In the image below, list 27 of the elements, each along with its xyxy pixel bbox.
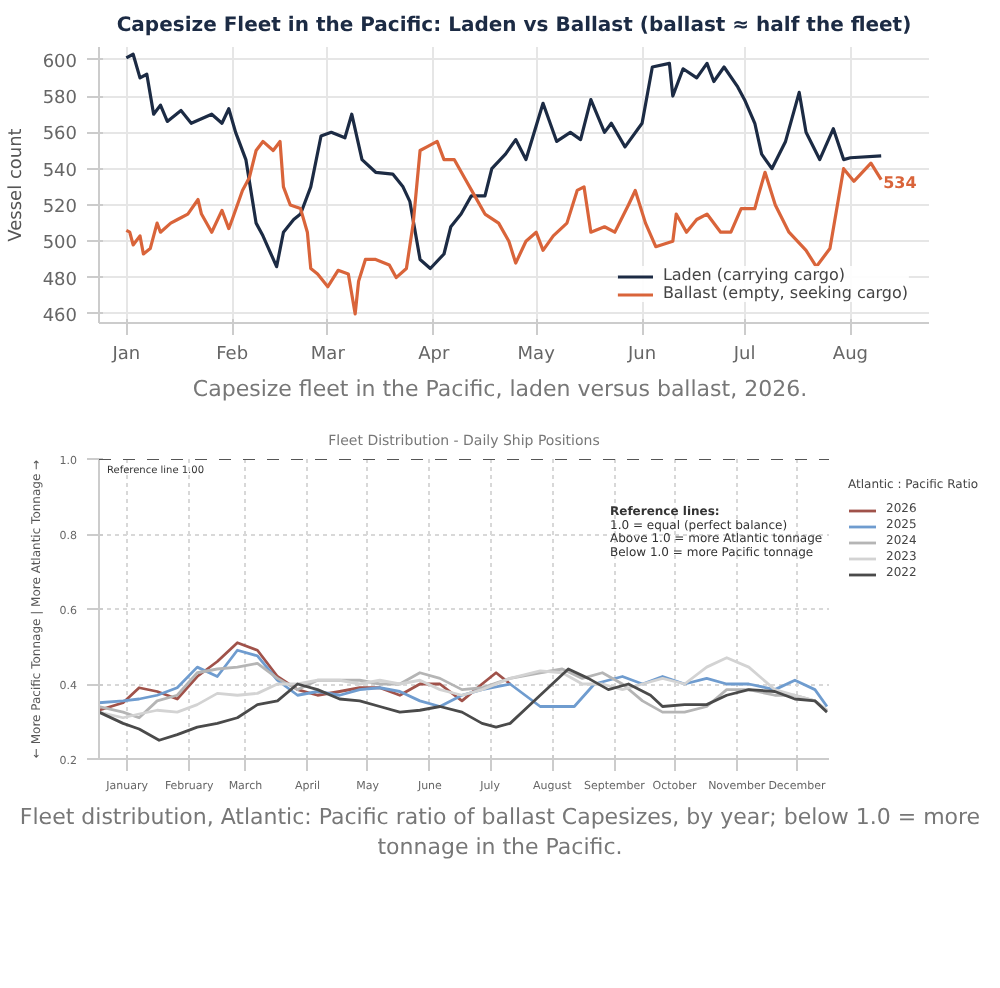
chart-title: Capesize Fleet in the Pacific: Laden vs Ballast (ballast ≈ half the fleet) — [116, 15, 912, 37]
text: Capesize fleet in the Pacific, laden versus ballast, 2026. — [192, 374, 808, 406]
y-tick-label: 560 — [42, 125, 78, 146]
legend-label: Ballast (empty, seeking cargo) — [662, 284, 908, 302]
text: Fleet distribution, Atlantic: Pacific ratio of ballast Capesizes, by year; below 1.0 = more tonnage in the Pacific. — [17, 801, 983, 865]
x-tick-label: Jul — [731, 345, 756, 365]
annotation: 534 — [883, 173, 918, 192]
line-series — [99, 648, 829, 708]
line-series — [99, 667, 829, 742]
y-tick-label: 580 — [42, 89, 78, 110]
legend-label: Laden (carrying cargo) — [662, 266, 845, 284]
x-tick-label: May — [517, 345, 557, 365]
y-tick-label: 480 — [42, 270, 78, 291]
line-series — [99, 640, 512, 712]
x-tick-label: Jun — [626, 345, 657, 365]
y-tick-label: 500 — [42, 234, 78, 255]
y-tick-label: 460 — [42, 306, 78, 327]
x-tick-label: Aug — [832, 345, 869, 365]
y-tick-label: 600 — [42, 52, 78, 73]
x-tick-label: Mar — [310, 345, 346, 365]
y-tick-label: 520 — [42, 197, 78, 218]
x-tick-label: Feb — [216, 345, 249, 365]
line-series — [124, 52, 883, 271]
y-axis-title: Vessel count — [6, 127, 27, 242]
y-tick-label: 540 — [42, 161, 78, 182]
x-tick-label: Apr — [418, 345, 450, 365]
x-tick-label: Jan — [110, 345, 141, 365]
